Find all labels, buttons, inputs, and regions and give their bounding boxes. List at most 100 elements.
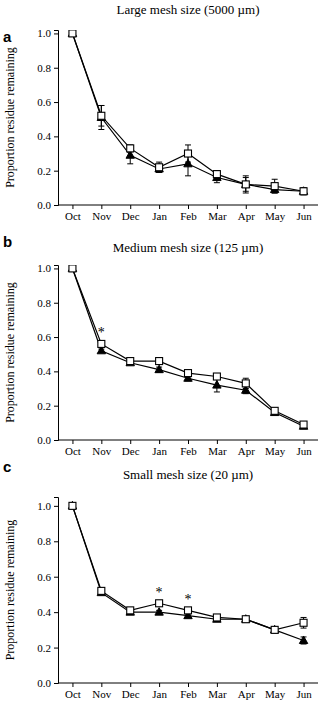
x-tick: Nov xyxy=(92,440,111,457)
series-line xyxy=(72,33,303,191)
series-line xyxy=(72,268,303,426)
y-tick: 0.4 xyxy=(37,365,58,377)
x-tick-mark xyxy=(159,205,160,209)
marker xyxy=(155,164,163,172)
y-tick-mark xyxy=(54,612,58,613)
y-tick-mark xyxy=(54,68,58,69)
marker xyxy=(270,408,278,416)
marker xyxy=(156,358,163,365)
x-tick-mark xyxy=(275,440,276,444)
x-tick-label: Nov xyxy=(92,688,111,700)
x-tick-mark xyxy=(130,440,131,444)
marker xyxy=(300,421,307,428)
marker xyxy=(69,502,76,509)
plot-area xyxy=(68,30,308,195)
error-bar xyxy=(214,171,220,178)
series-line xyxy=(72,268,303,424)
x-tick: Jan xyxy=(152,205,167,222)
y-tick: 1.0 xyxy=(37,27,58,39)
x-tick-mark xyxy=(304,440,305,444)
error-bar xyxy=(301,188,307,195)
x-tick-label: Mar xyxy=(208,445,227,457)
x-tick: Mar xyxy=(208,440,227,457)
x-tick-label: Mar xyxy=(208,688,227,700)
marker xyxy=(155,608,163,616)
y-tick-mark xyxy=(54,102,58,103)
marker xyxy=(156,600,163,607)
x-tick: Oct xyxy=(65,205,81,222)
y-axis-line xyxy=(54,266,59,441)
marker xyxy=(98,112,105,119)
x-tick-label: May xyxy=(265,210,286,222)
y-tick-mark xyxy=(54,33,58,34)
error-bar xyxy=(156,162,162,172)
y-tick-label: 0.8 xyxy=(37,62,51,74)
marker xyxy=(126,608,134,616)
y-tick-label: 0.2 xyxy=(37,400,51,412)
x-tick: Oct xyxy=(65,683,81,700)
y-tick-mark xyxy=(54,440,58,441)
x-tick-label: Apr xyxy=(238,210,255,222)
marker xyxy=(185,607,192,614)
x-tick-mark xyxy=(159,440,160,444)
x-tick-label: Nov xyxy=(92,445,111,457)
marker xyxy=(242,181,249,188)
y-axis-line xyxy=(54,498,59,684)
error-bar xyxy=(243,378,249,388)
y-tick-label: 1.0 xyxy=(37,262,51,274)
x-axis: OctNovDecJanFebMarAprMayJun xyxy=(58,440,318,457)
x-tick-label: Dec xyxy=(122,688,140,700)
panel: aLarge mesh size (5000 µm)Proportion res… xyxy=(3,2,318,222)
y-tick: 0.6 xyxy=(37,331,58,343)
x-tick-label: Dec xyxy=(122,445,140,457)
x-tick-label: Jun xyxy=(296,688,312,700)
panel-letter: c xyxy=(3,458,11,475)
x-axis: OctNovDecJanFebMarAprMayJun xyxy=(58,205,318,222)
x-tick-label: Dec xyxy=(122,210,140,222)
marker xyxy=(156,164,163,171)
x-tick-label: Nov xyxy=(92,210,111,222)
marker xyxy=(97,588,105,596)
marker xyxy=(213,381,221,389)
marker xyxy=(242,180,250,188)
y-tick-mark xyxy=(54,268,58,269)
y-tick: 0.2 xyxy=(37,642,58,654)
marker xyxy=(69,265,76,272)
x-tick-label: Feb xyxy=(180,445,197,457)
x-tick-mark xyxy=(159,683,160,687)
marker xyxy=(127,607,134,614)
x-tick-label: Jan xyxy=(152,445,167,457)
marker xyxy=(299,636,307,644)
plot-area xyxy=(68,265,308,429)
marker xyxy=(242,615,250,623)
error-bar xyxy=(98,105,104,129)
y-axis-title: Proportion residue remaining xyxy=(3,47,17,188)
x-tick-label: Feb xyxy=(180,688,197,700)
y-tick-mark xyxy=(54,683,58,684)
y-tick-label: 0.0 xyxy=(37,677,51,689)
x-tick: May xyxy=(265,205,286,222)
y-tick-mark xyxy=(54,205,58,206)
y-tick: 0.0 xyxy=(37,677,58,689)
y-tick-mark xyxy=(54,136,58,137)
x-tick-mark xyxy=(217,440,218,444)
marker xyxy=(299,422,307,430)
x-tick: Jun xyxy=(296,205,312,222)
x-tick: Feb xyxy=(180,205,197,222)
x-tick-mark xyxy=(72,683,73,687)
x-tick: Dec xyxy=(122,683,140,700)
error-bar xyxy=(127,145,133,152)
x-tick-mark xyxy=(304,205,305,209)
y-tick-label: 0.8 xyxy=(37,535,51,547)
marker xyxy=(242,616,249,623)
y-tick-label: 0.4 xyxy=(37,365,51,377)
marker xyxy=(126,358,134,366)
x-tick-label: May xyxy=(265,445,286,457)
error-bar xyxy=(243,176,249,193)
x-tick: Dec xyxy=(122,440,140,457)
y-axis: 0.00.20.40.60.81.0 xyxy=(37,262,58,446)
y-tick-label: 0.6 xyxy=(37,331,51,343)
x-tick: Apr xyxy=(238,440,255,457)
y-tick-label: 0.8 xyxy=(37,297,51,309)
x-tick-label: Jan xyxy=(152,688,167,700)
